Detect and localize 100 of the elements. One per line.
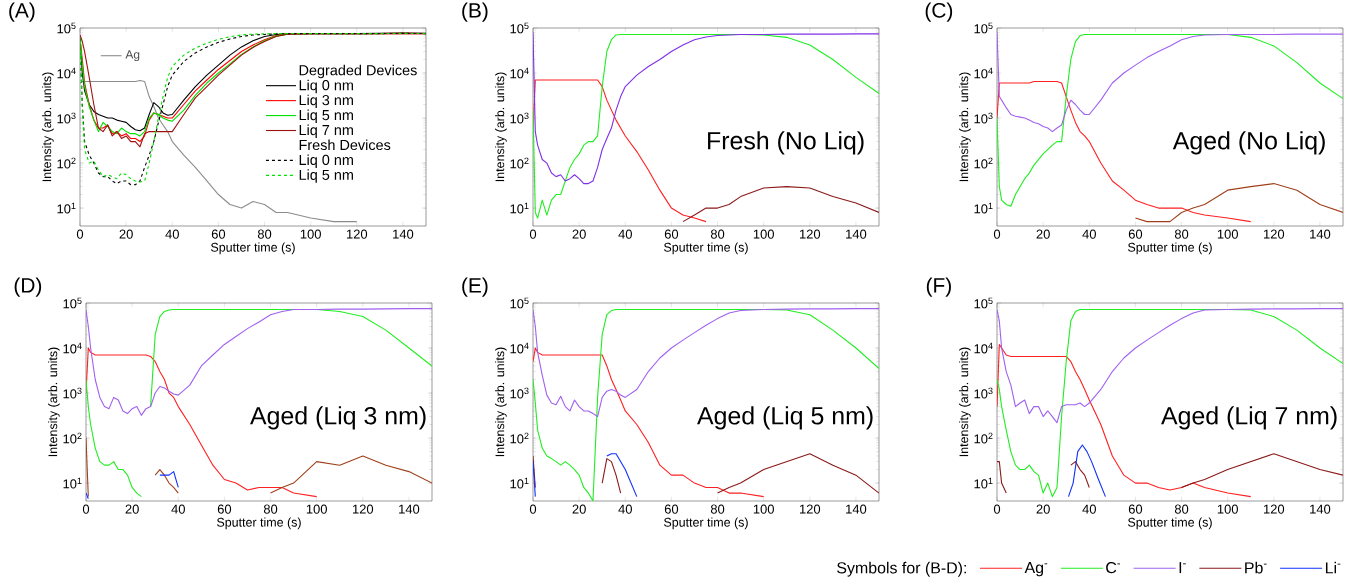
y-tick-label: 10$^{5}$ — [974, 297, 993, 309]
x-tick-label: 60 — [211, 229, 226, 239]
y-axis-title: Intensity (arb. units) — [495, 72, 507, 182]
x-axis-title: Sputter time (s) — [217, 517, 301, 530]
x-tick-label: 0 — [993, 504, 1001, 514]
x-axis-title: Sputter time (s) — [664, 517, 748, 530]
legend-label: Liq 0 nm — [299, 154, 353, 168]
x-tick-label: 60 — [664, 504, 679, 514]
y-tick-label: 10$^{3}$ — [510, 112, 529, 124]
x-tick-label: 140 — [1310, 504, 1331, 514]
y-tick-label: 10$^{3}$ — [510, 387, 529, 399]
x-tick-label: 120 — [1263, 504, 1285, 514]
x-tick-label: 60 — [1128, 504, 1143, 514]
y-tick-label: 10$^{4}$ — [974, 67, 993, 79]
legend-label: I$^{-}$ — [1179, 562, 1186, 574]
x-axis-title: Sputter time (s) — [1128, 517, 1212, 530]
annotation: Ag — [125, 50, 140, 62]
x-tick-label: 0 — [82, 504, 90, 514]
annotation: Aged (Liq 7 nm) — [1161, 406, 1337, 430]
x-tick-label: 100 — [300, 229, 321, 239]
x-tick-label: 140 — [1310, 229, 1331, 239]
y-tick-label: 10$^{1}$ — [57, 202, 76, 214]
x-tick-label: 120 — [352, 504, 374, 514]
y-tick-label: 10$^{2}$ — [63, 432, 82, 444]
x-tick-label: 60 — [217, 504, 232, 514]
y-tick-label: 10$^{4}$ — [57, 67, 76, 79]
y-tick-label: 10$^{4}$ — [974, 342, 993, 354]
y-tick-label: 10$^{3}$ — [57, 112, 76, 124]
chart-title: (A) — [9, 2, 35, 22]
x-tick-label: 40 — [618, 229, 632, 239]
x-axis-title: Sputter time (s) — [1128, 242, 1212, 255]
x-tick-label: 120 — [1263, 229, 1285, 239]
y-tick-label: 10$^{5}$ — [63, 297, 82, 309]
x-tick-label: 20 — [1036, 229, 1050, 239]
line-series — [1067, 444, 1106, 498]
x-tick-label: 60 — [1128, 229, 1143, 239]
y-axis-title: Intensity (arb. units) — [959, 347, 971, 457]
x-tick-label: 100 — [753, 229, 774, 239]
x-tick-label: 80 — [257, 229, 272, 239]
legend-label: C$^{-}$ — [1106, 562, 1121, 574]
x-tick-label: 40 — [1082, 504, 1096, 514]
x-tick-label: 80 — [710, 504, 725, 514]
y-tick-label: 10$^{1}$ — [974, 477, 993, 489]
legend-label: Liq 5 nm — [299, 169, 353, 183]
x-tick-label: 20 — [119, 229, 133, 239]
x-tick-label: 40 — [1082, 229, 1096, 239]
y-axis-title: Intensity (arb. units) — [959, 72, 971, 182]
y-tick-label: 10$^{4}$ — [63, 342, 82, 354]
x-tick-label: 60 — [664, 229, 679, 239]
x-tick-label: 140 — [393, 229, 414, 239]
y-tick-label: 10$^{2}$ — [974, 157, 993, 169]
chart-title: (D) — [14, 277, 42, 297]
y-tick-label: 10$^{5}$ — [510, 297, 529, 309]
legend-label: Ag$^{-}$ — [1024, 562, 1048, 577]
x-tick-label: 140 — [846, 229, 867, 239]
y-tick-label: 10$^{3}$ — [974, 112, 993, 124]
x-tick-label: 140 — [846, 504, 867, 514]
legend-label: Pb$^{-}$ — [1245, 561, 1267, 574]
x-tick-label: 0 — [529, 504, 537, 514]
y-tick-label: 10$^{5}$ — [57, 22, 76, 34]
x-tick-label: 20 — [1036, 504, 1050, 514]
y-tick-label: 10$^{2}$ — [974, 432, 993, 444]
x-tick-label: 0 — [993, 229, 1001, 239]
y-tick-label: 10$^{2}$ — [57, 157, 76, 169]
x-tick-label: 40 — [618, 504, 632, 514]
y-tick-label: 10$^{5}$ — [510, 22, 529, 34]
annotation: Fresh Devices — [299, 139, 391, 151]
x-tick-label: 80 — [1174, 229, 1189, 239]
annotation: Aged (No Liq) — [1172, 131, 1325, 155]
x-axis-title: Sputter time (s) — [664, 242, 748, 255]
x-axis-title: Sputter time (s) — [211, 242, 295, 255]
x-tick-label: 0 — [529, 229, 537, 239]
y-tick-label: 10$^{1}$ — [974, 202, 993, 214]
annotation: Fresh (No Liq) — [708, 131, 864, 155]
x-tick-label: 140 — [399, 504, 420, 514]
legend-title: Degraded Devices — [299, 64, 417, 79]
y-axis-title: Intensity (arb. units) — [48, 347, 60, 457]
x-tick-label: 40 — [171, 504, 185, 514]
y-tick-label: 10$^{3}$ — [63, 387, 82, 399]
x-tick-label: 120 — [799, 229, 821, 239]
chart-title: (F) — [926, 277, 951, 297]
y-axis-title: Intensity (arb. units) — [42, 72, 54, 182]
x-tick-label: 120 — [346, 229, 368, 239]
x-tick-label: 40 — [165, 229, 179, 239]
y-tick-label: 10$^{2}$ — [510, 432, 529, 444]
x-tick-label: 100 — [306, 504, 327, 514]
y-tick-label: 10$^{4}$ — [510, 342, 529, 354]
legend-title: Symbols for (B-D): — [837, 561, 966, 577]
x-tick-label: 100 — [753, 504, 774, 514]
y-tick-label: 10$^{1}$ — [63, 477, 82, 489]
x-tick-label: 80 — [1174, 504, 1189, 514]
x-tick-label: 120 — [799, 504, 821, 514]
legend-label: Liq 3 nm — [299, 94, 353, 109]
x-tick-label: 80 — [710, 229, 725, 239]
legend-label: Liq 0 nm — [299, 79, 353, 94]
x-tick-label: 80 — [263, 504, 278, 514]
x-tick-label: 20 — [125, 504, 139, 514]
y-tick-label: 10$^{1}$ — [510, 202, 529, 214]
legend-label: Liq 5 nm — [299, 109, 353, 124]
y-tick-label: 10$^{3}$ — [974, 387, 993, 399]
